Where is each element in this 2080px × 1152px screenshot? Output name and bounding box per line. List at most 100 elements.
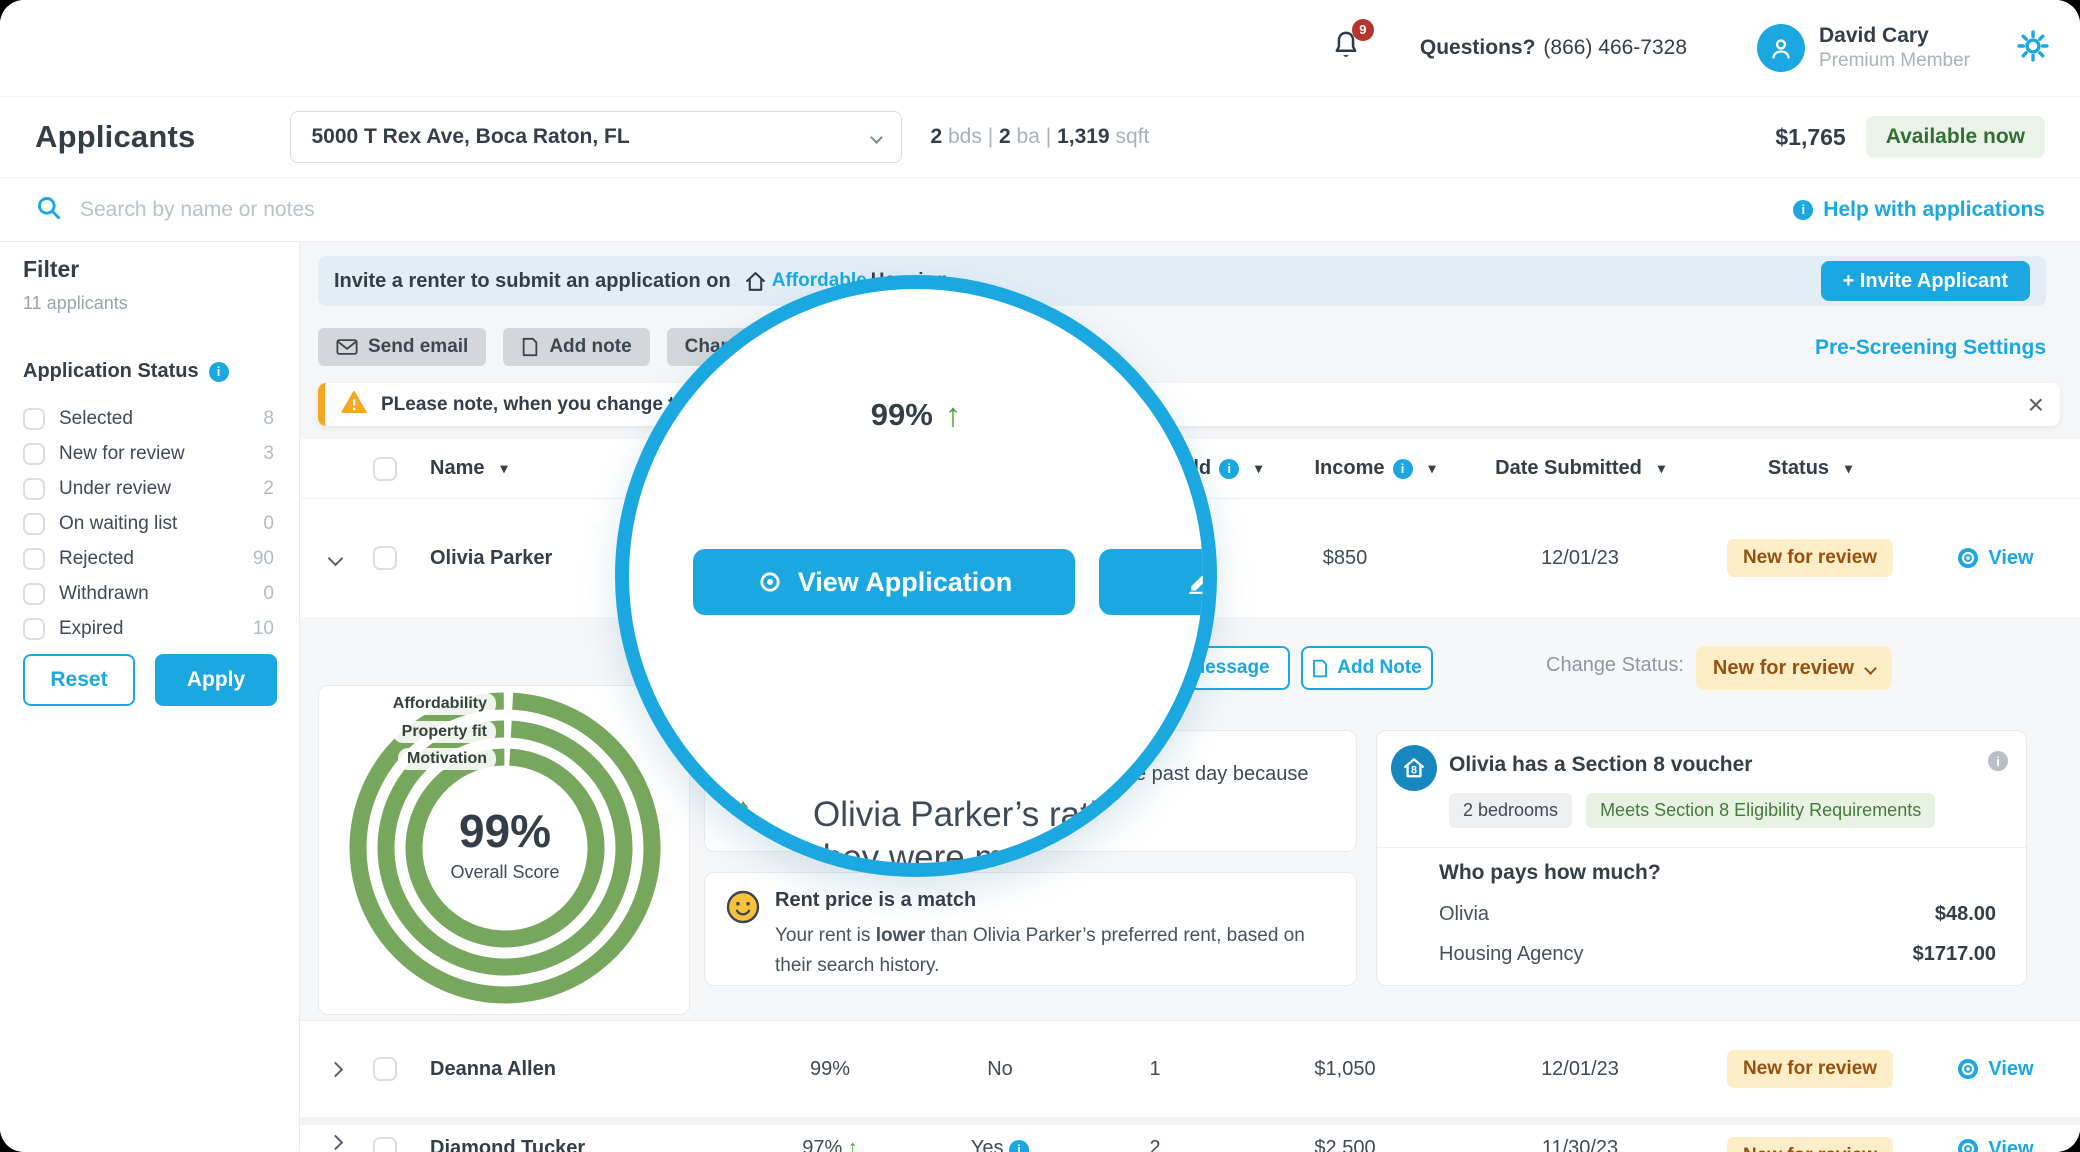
row-separator: [300, 1117, 2080, 1125]
table-row-diamond-tucker[interactable]: Diamond Tucker 97% ↑ Yes 2 $2,500 11/30/…: [300, 1125, 2080, 1152]
score-donut-chart: [349, 692, 661, 1004]
topbar: 9 Questions? (866) 466-7328 David Cary Pr…: [0, 0, 2080, 96]
checkbox[interactable]: [23, 617, 45, 640]
status-badge: New for review: [1726, 1137, 1894, 1152]
page-title: Applicants: [35, 119, 196, 154]
status-column-header[interactable]: Status ▾: [1767, 457, 1853, 479]
ring-label-motivation: Motivation: [398, 748, 496, 770]
pen-icon: [1189, 575, 1203, 594]
questions-label: Questions?: [1419, 36, 1536, 59]
payer-row: Housing Agency $1717.00: [1439, 943, 1996, 965]
table-row-olivia-parker[interactable]: Olivia Parker $850 12/01/23 New for revi…: [300, 499, 2080, 617]
applicants-count: 11 applicants: [23, 293, 128, 313]
prescreening-settings-link[interactable]: Pre-Screening Settings: [1814, 336, 2046, 359]
row-checkbox[interactable]: [373, 1137, 397, 1152]
notifications-button[interactable]: 9: [1330, 18, 1374, 68]
warning-text: PLease note, when you change the: [381, 393, 697, 415]
property-address: 5000 T Rex Ave, Boca Raton, FL: [311, 125, 630, 148]
filter-option-under-review[interactable]: Under review 2: [23, 471, 299, 506]
income-cell: $2,500: [1314, 1137, 1376, 1152]
date-column-header[interactable]: Date Submitted ▾: [1495, 457, 1665, 479]
help-link[interactable]: Help with applications: [1793, 198, 2045, 222]
collapse-row-icon[interactable]: [327, 550, 343, 566]
filter-option-new-for-review[interactable]: New for review 3: [23, 436, 299, 471]
status-badge: New for review: [1726, 1050, 1894, 1088]
eye-icon: [1958, 548, 1979, 568]
status-filter-list: Selected 8 New for review 3 Under review…: [23, 401, 299, 646]
add-note-detail-button[interactable]: Add Note: [1301, 646, 1433, 690]
arrow-up-icon: ↑: [944, 396, 962, 433]
user-menu[interactable]: David Cary Premium Member: [1819, 23, 1970, 73]
ring-label-property-fit: Property fit: [392, 721, 496, 743]
page-header: Applicants 5000 T Rex Ave, Boca Raton, F…: [0, 96, 2080, 178]
voucher-cell: Yes: [915, 1137, 1085, 1152]
status-dropdown[interactable]: New for review: [1696, 646, 1892, 690]
ring-label-affordability: Affordability: [383, 693, 496, 715]
apply-button[interactable]: Apply: [155, 654, 277, 706]
info-icon[interactable]: [1988, 751, 2008, 771]
filter-option-on-waiting-list[interactable]: On waiting list 0: [23, 506, 299, 541]
smiley-icon: [725, 889, 761, 930]
name-column-header[interactable]: Name ▾: [430, 457, 508, 479]
invite-applicant-button[interactable]: + Invite Applicant: [1820, 261, 2030, 301]
search-bar[interactable]: Search by name or notes Help with applic…: [0, 178, 2080, 242]
rating-explanation-text: e past day because: [1135, 763, 1309, 785]
view-link[interactable]: View: [1956, 546, 2034, 570]
search-icon: [35, 194, 62, 226]
property-select[interactable]: 5000 T Rex Ave, Boca Raton, FL: [290, 111, 903, 163]
checkbox[interactable]: [23, 582, 45, 605]
bell-icon: [1330, 31, 1362, 67]
checkbox[interactable]: [23, 477, 45, 500]
income-column-header[interactable]: Income▾: [1314, 457, 1435, 480]
filter-option-expired[interactable]: Expired 10: [23, 611, 299, 646]
expand-row-icon[interactable]: [327, 1134, 343, 1151]
row-checkbox[interactable]: [373, 1057, 397, 1081]
household-cell: 1: [1149, 1057, 1161, 1080]
applicant-name: Deanna Allen: [430, 1057, 556, 1080]
search-input[interactable]: Search by name or notes: [80, 197, 315, 221]
send-partial-button[interactable]: Se: [1099, 549, 1203, 615]
checkbox[interactable]: [23, 407, 45, 430]
info-icon: [1219, 458, 1240, 479]
notification-badge: 9: [1351, 18, 1374, 41]
checkbox[interactable]: [23, 547, 45, 570]
checkbox[interactable]: [23, 512, 45, 535]
invite-banner-text: Invite a renter to submit an application…: [334, 269, 731, 292]
person-icon: [1772, 39, 1790, 59]
user-name: David Cary: [1819, 24, 1929, 47]
checkbox[interactable]: [23, 442, 45, 465]
phone-number: (866) 466-7328: [1543, 36, 1688, 59]
sort-icon: ▾: [1428, 460, 1436, 476]
view-link[interactable]: View: [1956, 1137, 2034, 1152]
sort-icon: ▾: [1845, 460, 1853, 476]
avatar[interactable]: [1757, 24, 1806, 72]
table-row-deanna-allen[interactable]: Deanna Allen 99% No 1 $1,050 12/01/23 Ne…: [300, 1021, 2080, 1117]
gear-icon: [2017, 29, 2049, 62]
settings-button[interactable]: [2016, 29, 2050, 68]
filter-sidebar: Filter 11 applicants Application Status …: [0, 242, 300, 1151]
payer-row: Olivia $48.00: [1439, 903, 1996, 925]
filter-option-rejected[interactable]: Rejected 90: [23, 541, 299, 576]
view-link[interactable]: View: [1956, 1057, 2034, 1081]
chevron-down-icon: [870, 130, 884, 144]
eligibility-badge: Meets Section 8 Eligibility Requirements: [1586, 793, 1936, 828]
date-cell: 12/01/23: [1541, 546, 1619, 569]
expand-row-icon[interactable]: [327, 1061, 343, 1077]
change-status-label: Change Status:: [1546, 654, 1684, 676]
filter-option-withdrawn[interactable]: Withdrawn 0: [23, 576, 299, 611]
questions-phone: Questions? (866) 466-7328: [1420, 36, 1687, 60]
row-checkbox[interactable]: [373, 546, 397, 570]
close-icon[interactable]: ×: [2027, 388, 2044, 420]
eye-icon: [1958, 1139, 1979, 1152]
main-content: Invite a renter to submit an application…: [300, 242, 2080, 1152]
filter-option-selected[interactable]: Selected 8: [23, 401, 299, 436]
voucher-cell: No: [987, 1057, 1013, 1080]
add-note-button[interactable]: Add note: [503, 328, 650, 366]
reset-button[interactable]: Reset: [23, 654, 135, 706]
arrow-up-icon: ↑: [847, 1137, 858, 1152]
view-application-button[interactable]: View Application: [693, 549, 1075, 615]
select-all-checkbox[interactable]: [373, 456, 397, 481]
send-email-button[interactable]: Send email: [318, 328, 487, 366]
magnifier-circle: 99% ↑ View Application Se ↑ Olivia Parke…: [615, 275, 1217, 877]
